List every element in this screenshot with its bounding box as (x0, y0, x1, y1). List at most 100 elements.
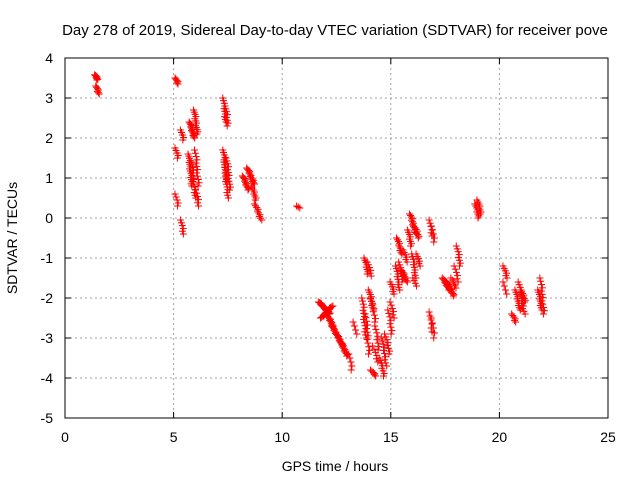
axis-ticks: 0 5 10 15 20 25 -5 -4 -3 -2 -1 0 1 2 3 4 (41, 50, 616, 445)
data-point (430, 329, 438, 337)
data-point (503, 290, 511, 298)
data-point (193, 172, 201, 180)
data-point (363, 335, 371, 343)
data-point (396, 261, 404, 269)
data-point (349, 318, 357, 326)
data-point (352, 326, 360, 334)
data-point (430, 334, 438, 342)
data-point (474, 214, 482, 222)
y-tick-label: -5 (41, 410, 54, 426)
data-point (360, 303, 368, 311)
data-point (387, 330, 395, 338)
data-point (375, 343, 383, 351)
data-point (224, 119, 232, 127)
data-point (373, 329, 381, 337)
data-point (373, 336, 381, 344)
data-point (379, 340, 387, 348)
data-point (407, 242, 415, 250)
data-point (540, 307, 548, 315)
data-point (350, 322, 358, 330)
data-point (193, 156, 201, 164)
data-point (370, 371, 378, 379)
data-point (521, 298, 529, 306)
y-tick-label: 2 (45, 130, 53, 146)
data-point (377, 334, 385, 342)
plot-frame (64, 57, 609, 419)
data-point (372, 372, 380, 380)
data-point (403, 278, 411, 286)
data-point (394, 236, 402, 244)
y-tick-label: 4 (45, 50, 53, 66)
data-point (253, 207, 261, 215)
data-point (387, 301, 395, 309)
x-tick-label: 0 (61, 429, 69, 445)
data-point (363, 328, 371, 336)
data-point (173, 154, 181, 162)
data-point (452, 242, 460, 250)
data-point (250, 200, 258, 208)
data-point (253, 204, 261, 212)
x-tick-label: 15 (383, 429, 399, 445)
data-point (223, 157, 231, 165)
y-tick-label: -2 (41, 290, 54, 306)
data-point (476, 210, 484, 218)
data-point (252, 202, 260, 210)
data-point (538, 284, 546, 292)
data-point (193, 169, 201, 177)
data-point (371, 315, 379, 323)
data-point (363, 317, 371, 325)
data-point (380, 372, 388, 380)
y-tick-label: -4 (41, 370, 54, 386)
data-point (193, 162, 201, 170)
data-point (93, 76, 101, 84)
data-point (171, 190, 179, 198)
data-point (510, 313, 518, 321)
data-point (427, 314, 435, 322)
data-point (365, 343, 373, 351)
data-point (191, 134, 199, 142)
data-point (366, 294, 374, 302)
data-point (381, 330, 389, 338)
data-point (538, 297, 546, 305)
data-point (393, 234, 401, 242)
data-point (537, 287, 545, 295)
data-point (359, 297, 367, 305)
data-point (224, 174, 232, 182)
data-point (191, 146, 199, 154)
data-point (370, 345, 378, 353)
data-point (222, 154, 230, 162)
y-tick-label: -3 (41, 330, 54, 346)
data-point (363, 270, 371, 278)
data-point (389, 311, 397, 319)
data-point (453, 245, 461, 253)
data-point (223, 166, 231, 174)
data-point (179, 136, 187, 144)
data-point (225, 177, 233, 185)
data-point (383, 362, 391, 370)
data-point (174, 80, 182, 88)
data-point (430, 234, 438, 242)
data-point (429, 324, 437, 332)
data-point (374, 339, 382, 347)
data-point (191, 149, 199, 157)
data-point (359, 300, 367, 308)
data-point (396, 286, 404, 294)
data-point (456, 259, 464, 267)
data-point (255, 209, 263, 217)
data-point (387, 323, 395, 331)
data-point (385, 350, 393, 358)
data-point (425, 216, 433, 224)
data-point (367, 272, 375, 280)
data-point (388, 304, 396, 312)
y-tick-label: 1 (45, 170, 53, 186)
data-point (257, 214, 265, 222)
data-point (378, 337, 386, 345)
data-point (94, 89, 102, 97)
data-point (382, 333, 390, 341)
data-point (296, 204, 304, 212)
data-point (366, 346, 374, 354)
data-point (173, 202, 181, 210)
data-point (224, 194, 232, 202)
data-point (359, 306, 367, 314)
